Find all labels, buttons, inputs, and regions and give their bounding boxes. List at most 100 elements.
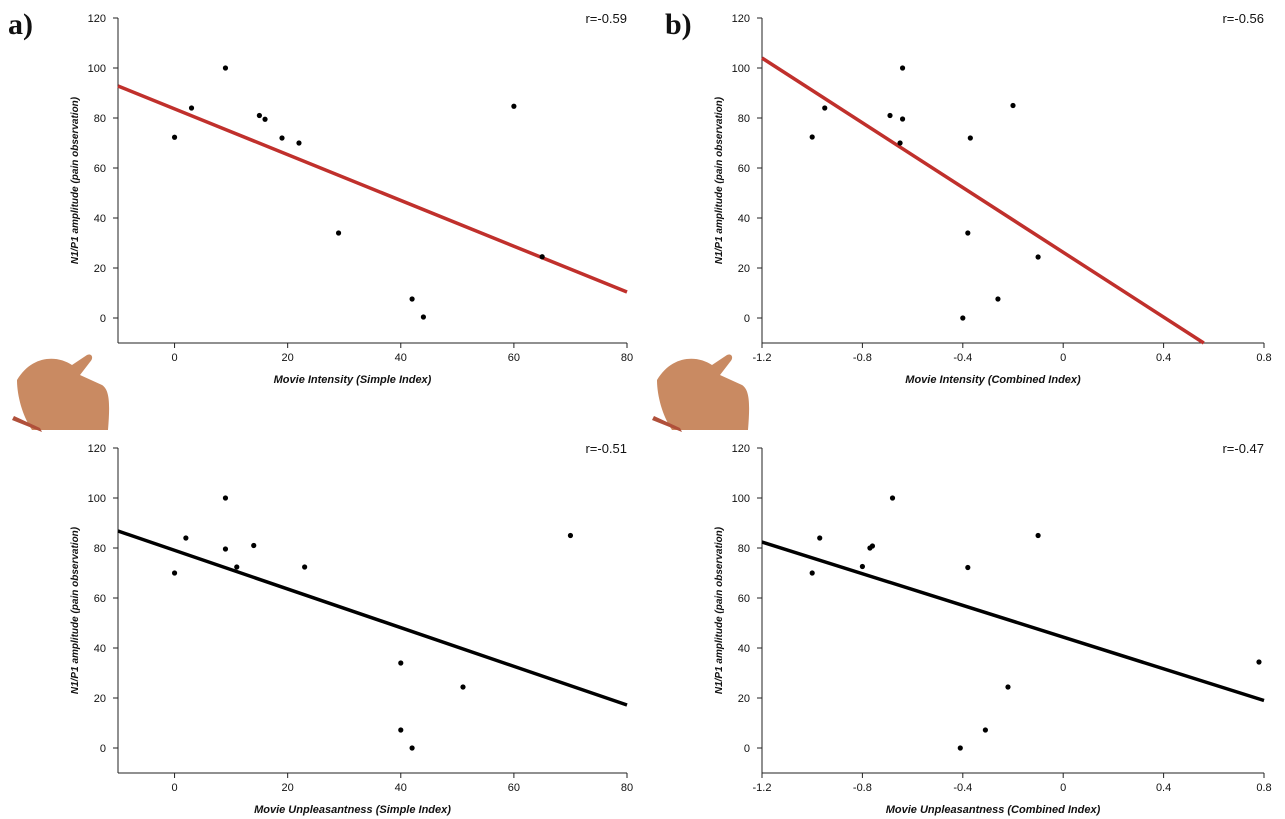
x-tick-label: 20 [282,782,294,794]
y-tick-label: 40 [738,643,750,655]
point [460,684,466,690]
fit-line [117,529,628,707]
x-tick-label: 40 [395,782,407,794]
fit-line [761,56,1205,345]
x-tick-label: 0.4 [1156,782,1171,794]
point [817,535,823,541]
y-axis-label: N1/P1 amplitude (pain observation) [714,96,725,264]
point [967,135,973,141]
y-tick-label: 80 [738,113,750,125]
fit-line [761,540,1265,703]
x-tick-label: 0 [171,782,177,794]
y-tick-label: 20 [738,693,750,705]
x-tick-label: 80 [621,352,633,364]
y-tick-label: 0 [100,743,106,755]
point [279,135,285,141]
point [995,296,1001,302]
point [1035,254,1041,260]
y-tick-label: 60 [738,593,750,605]
hand-icon [12,354,110,432]
point [222,546,229,552]
point [398,660,404,666]
y-tick-label: 0 [744,313,750,325]
y-tick-label: 120 [732,13,750,25]
y-tick-label: 20 [94,263,106,275]
y-axis-label: N1/P1 amplitude (pain observation) [70,96,81,264]
point [256,112,262,119]
x-tick-label: 0 [1060,352,1066,364]
point [899,65,906,71]
correlation-label: r=-0.47 [1222,441,1264,456]
x-tick-label: -0.8 [853,782,872,794]
x-tick-label: -1.2 [753,782,772,794]
point [222,495,229,501]
x-axis-label: Movie Intensity (Combined Index) [905,374,1081,386]
y-tick-label: 0 [100,313,106,325]
x-tick-label: 0.8 [1256,782,1271,794]
y-tick-label: 120 [88,13,106,25]
point [335,230,342,236]
point [567,532,574,539]
y-tick-label: 100 [732,493,750,505]
fit-line [117,84,628,294]
x-axis-label: Movie Intensity (Simple Index) [274,374,432,386]
correlation-label: r=-0.56 [1222,11,1264,26]
correlation-label: r=-0.59 [585,11,627,26]
y-tick-label: 60 [94,593,106,605]
x-tick-label: -0.4 [953,782,972,794]
point [188,105,195,111]
point [809,134,815,140]
point [960,315,966,321]
y-tick-label: 80 [738,543,750,555]
x-axis-label: Movie Unpleasantness (Simple Index) [254,804,451,816]
x-tick-label: 0 [1060,782,1066,794]
point [409,745,415,751]
x-tick-label: 40 [395,352,407,364]
point [511,103,517,109]
y-tick-label: 0 [744,743,750,755]
point [296,140,302,146]
x-tick-label: -0.8 [853,352,872,364]
point [398,727,404,733]
y-tick-label: 100 [732,63,750,75]
point [1005,684,1011,690]
y-tick-label: 80 [94,113,106,125]
y-axis-label: N1/P1 amplitude (pain observation) [70,526,81,694]
point [965,564,971,571]
y-tick-label: 120 [88,443,106,455]
point [1010,102,1016,109]
x-tick-label: 80 [621,782,633,794]
x-axis-label: Movie Unpleasantness (Combined Index) [886,804,1101,816]
point [982,727,988,733]
point [183,535,189,541]
point [1035,532,1041,539]
point [222,65,229,71]
correlation-label: r=-0.51 [585,441,627,456]
y-tick-label: 40 [738,213,750,225]
point [1256,659,1262,665]
hand-icon [652,354,750,432]
point [859,563,866,570]
x-tick-label: 0.8 [1256,352,1271,364]
y-tick-label: 80 [94,543,106,555]
point [822,105,828,111]
point [809,570,815,576]
x-tick-label: 0.4 [1156,352,1171,364]
x-tick-label: 60 [508,782,520,794]
point [887,112,893,119]
point [957,745,963,751]
y-tick-label: 40 [94,643,106,655]
panel-label: a) [8,8,33,41]
point [171,134,178,140]
y-tick-label: 20 [738,263,750,275]
point [869,543,876,549]
point [420,314,426,320]
y-tick-label: 100 [88,493,106,505]
point [251,542,257,549]
point [262,116,268,122]
y-tick-label: 20 [94,693,106,705]
x-tick-label: 60 [508,352,520,364]
y-tick-label: 100 [88,63,106,75]
y-tick-label: 60 [738,163,750,175]
